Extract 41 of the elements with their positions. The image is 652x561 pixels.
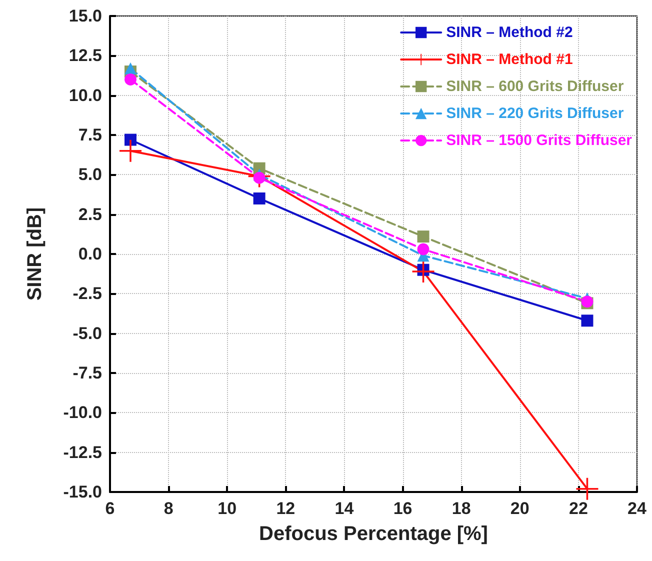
y-tick-label: -12.5 [63, 442, 102, 462]
x-tick-label: 14 [334, 499, 354, 518]
x-tick-label: 10 [218, 499, 237, 518]
y-tick-label: -10.0 [63, 403, 102, 422]
point [417, 230, 430, 243]
y-tick-label: -15.0 [63, 482, 102, 502]
point [576, 478, 598, 500]
x-tick-label: 6 [105, 499, 115, 518]
point [253, 192, 266, 204]
legend-label: SINR – Method #1 [446, 51, 573, 68]
x-axis-title: Defocus Percentage [%] [259, 523, 488, 545]
point [253, 172, 266, 184]
legend-label: SINR – 220 Grits Diffuser [446, 105, 624, 122]
point [124, 62, 136, 74]
point [417, 243, 430, 256]
point [124, 73, 136, 86]
x-tick-label: 8 [164, 499, 174, 518]
x-tick-label: 18 [452, 499, 471, 518]
point [412, 260, 434, 282]
point [124, 134, 136, 146]
y-axis-title: SINR [dB] [24, 207, 46, 301]
legend-label: SINR – 600 Grits Diffuser [446, 78, 624, 95]
y-tick-label: 0.0 [78, 244, 102, 264]
x-tick-label: 16 [393, 499, 412, 518]
legend-label: SINR – 1500 Grits Diffuser [446, 132, 632, 149]
x-tick-label: 20 [510, 499, 530, 518]
legend-label: SINR – Method #2 [446, 24, 573, 41]
x-tick-label: 24 [628, 499, 647, 518]
y-tick-label: -5.0 [72, 324, 102, 343]
y-tick-label: 5.0 [78, 165, 102, 184]
point [581, 314, 594, 327]
y-tick-label: 12.5 [68, 46, 102, 66]
y-tick-label: -2.5 [72, 284, 102, 304]
point [119, 140, 142, 162]
y-tick-label: 15.0 [68, 6, 102, 26]
y-tick-label: -7.5 [72, 364, 102, 382]
x-tick-label: 22 [568, 499, 588, 518]
y-tick-label: 2.5 [78, 204, 102, 224]
y-tick-label: 7.5 [78, 126, 102, 144]
y-tick-label: 10.0 [68, 86, 102, 105]
x-tick-label: 12 [276, 499, 296, 518]
